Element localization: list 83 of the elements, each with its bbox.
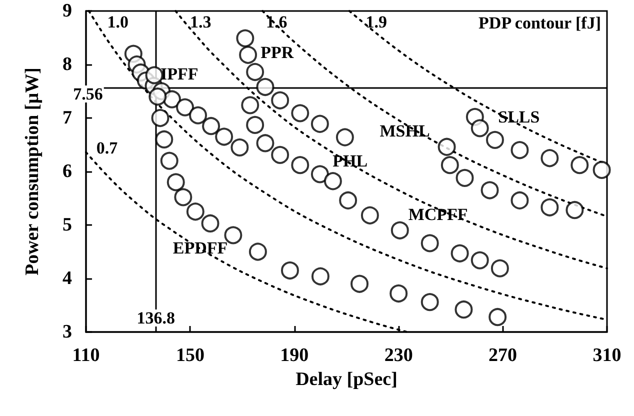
point xyxy=(155,130,174,148)
point xyxy=(160,152,178,170)
point xyxy=(350,274,369,293)
point xyxy=(570,156,589,174)
point xyxy=(454,300,473,319)
point xyxy=(311,267,330,286)
point xyxy=(420,293,439,312)
x-axis-title: Delay [pSec] xyxy=(296,368,398,390)
point xyxy=(256,78,274,96)
x-tick-label: 230 xyxy=(384,345,413,366)
series-label: 1.9 xyxy=(366,12,387,32)
point xyxy=(339,191,358,210)
point xyxy=(390,221,409,240)
point xyxy=(239,46,258,64)
y-tick-label: 9 xyxy=(62,0,72,22)
y-tick-label: 4 xyxy=(62,268,72,289)
y-tick-label: 3 xyxy=(62,322,72,342)
point xyxy=(291,156,310,174)
point xyxy=(592,160,611,179)
x-tick-label: 270 xyxy=(488,345,518,366)
point xyxy=(202,117,220,136)
point xyxy=(280,261,299,280)
point xyxy=(510,191,529,210)
series-label: MSHL xyxy=(380,121,430,140)
point xyxy=(456,168,474,187)
series-label: PPR xyxy=(260,42,294,62)
point xyxy=(440,156,459,174)
point xyxy=(271,91,290,110)
series-label: 1.0 xyxy=(107,12,128,32)
point xyxy=(486,130,504,149)
y-tick-label: 8 xyxy=(62,54,72,75)
ref-line-label: 7.56 xyxy=(73,84,103,104)
point xyxy=(450,244,469,262)
series-label: 1.6 xyxy=(266,12,288,32)
point xyxy=(186,202,204,221)
y-tick-label: 6 xyxy=(62,161,72,182)
point xyxy=(510,141,529,160)
x-tick-label: 150 xyxy=(176,345,204,366)
x-tick-label: 310 xyxy=(592,345,622,366)
series-label: PHL xyxy=(332,152,368,171)
point xyxy=(336,128,354,146)
point xyxy=(151,109,170,127)
x-tick-label: 190 xyxy=(280,345,309,366)
point xyxy=(488,308,507,326)
point xyxy=(420,234,439,252)
point xyxy=(246,116,264,134)
point xyxy=(360,206,379,224)
point xyxy=(540,149,559,168)
point xyxy=(470,251,489,270)
ref-line-label: 136.8 xyxy=(136,308,175,328)
point xyxy=(248,242,267,261)
series-label: 0.7 xyxy=(96,138,118,158)
point xyxy=(470,119,489,138)
x-tick-label: 110 xyxy=(72,345,100,366)
point xyxy=(271,146,290,164)
series-label: 1.3 xyxy=(190,12,212,32)
point xyxy=(241,96,260,114)
point xyxy=(215,128,234,146)
y-tick-label: 7 xyxy=(62,108,72,128)
point xyxy=(148,88,167,106)
point xyxy=(256,134,274,152)
point xyxy=(246,62,264,81)
point xyxy=(310,165,329,184)
point xyxy=(174,188,192,206)
point xyxy=(230,138,249,156)
point xyxy=(390,284,408,302)
point xyxy=(566,201,584,220)
point xyxy=(236,29,254,48)
point xyxy=(438,138,456,156)
point xyxy=(189,106,208,124)
point xyxy=(176,98,194,116)
point xyxy=(201,214,220,232)
point xyxy=(490,259,509,278)
point xyxy=(166,173,185,192)
point xyxy=(480,181,499,200)
annotation: PDP contour [fJ] xyxy=(478,14,601,32)
y-tick-label: 5 xyxy=(62,214,72,236)
point xyxy=(540,198,559,216)
point xyxy=(291,104,310,122)
series-label: EPDFF xyxy=(172,238,228,258)
point xyxy=(310,114,329,133)
point xyxy=(324,172,342,190)
y-axis-title: Power consumption [µW] xyxy=(22,68,43,276)
